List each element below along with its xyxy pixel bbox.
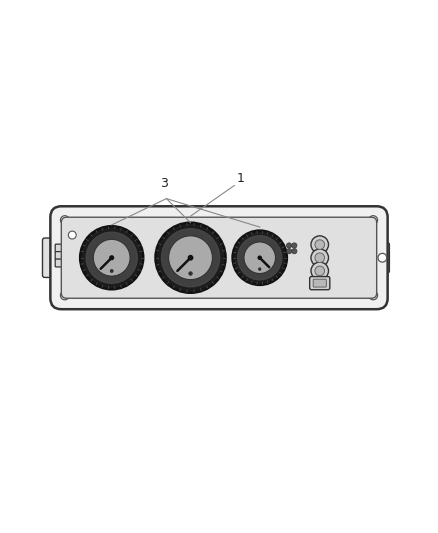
Circle shape bbox=[258, 256, 261, 260]
FancyBboxPatch shape bbox=[61, 217, 377, 298]
FancyBboxPatch shape bbox=[375, 243, 389, 273]
Circle shape bbox=[311, 236, 328, 253]
Text: 3: 3 bbox=[160, 177, 168, 190]
Circle shape bbox=[60, 291, 69, 300]
Circle shape bbox=[315, 253, 325, 263]
Circle shape bbox=[86, 232, 137, 283]
FancyBboxPatch shape bbox=[53, 287, 77, 304]
FancyBboxPatch shape bbox=[361, 211, 385, 229]
Circle shape bbox=[169, 236, 212, 280]
Circle shape bbox=[315, 266, 325, 276]
Circle shape bbox=[311, 249, 328, 266]
Circle shape bbox=[292, 248, 297, 254]
FancyBboxPatch shape bbox=[310, 277, 330, 290]
Circle shape bbox=[292, 243, 297, 248]
Circle shape bbox=[93, 239, 130, 276]
FancyBboxPatch shape bbox=[313, 279, 326, 287]
Circle shape bbox=[60, 216, 69, 224]
Circle shape bbox=[286, 243, 292, 248]
Circle shape bbox=[369, 216, 378, 224]
Circle shape bbox=[80, 226, 143, 289]
FancyBboxPatch shape bbox=[55, 252, 69, 260]
Circle shape bbox=[189, 272, 192, 275]
Circle shape bbox=[258, 268, 261, 270]
Circle shape bbox=[238, 236, 282, 280]
FancyBboxPatch shape bbox=[50, 206, 388, 309]
Circle shape bbox=[315, 240, 325, 249]
FancyBboxPatch shape bbox=[55, 244, 69, 252]
FancyBboxPatch shape bbox=[53, 211, 77, 229]
Circle shape bbox=[155, 223, 226, 293]
Circle shape bbox=[68, 231, 76, 239]
FancyBboxPatch shape bbox=[55, 259, 69, 267]
Text: 1: 1 bbox=[237, 172, 244, 184]
Circle shape bbox=[110, 256, 113, 260]
Circle shape bbox=[110, 270, 113, 272]
FancyBboxPatch shape bbox=[361, 287, 385, 304]
Circle shape bbox=[369, 291, 378, 300]
Circle shape bbox=[233, 231, 287, 285]
Circle shape bbox=[162, 229, 219, 287]
Circle shape bbox=[311, 262, 328, 280]
Circle shape bbox=[286, 248, 292, 254]
FancyBboxPatch shape bbox=[42, 238, 61, 278]
Circle shape bbox=[244, 242, 276, 273]
Circle shape bbox=[378, 253, 387, 262]
Circle shape bbox=[188, 255, 193, 260]
